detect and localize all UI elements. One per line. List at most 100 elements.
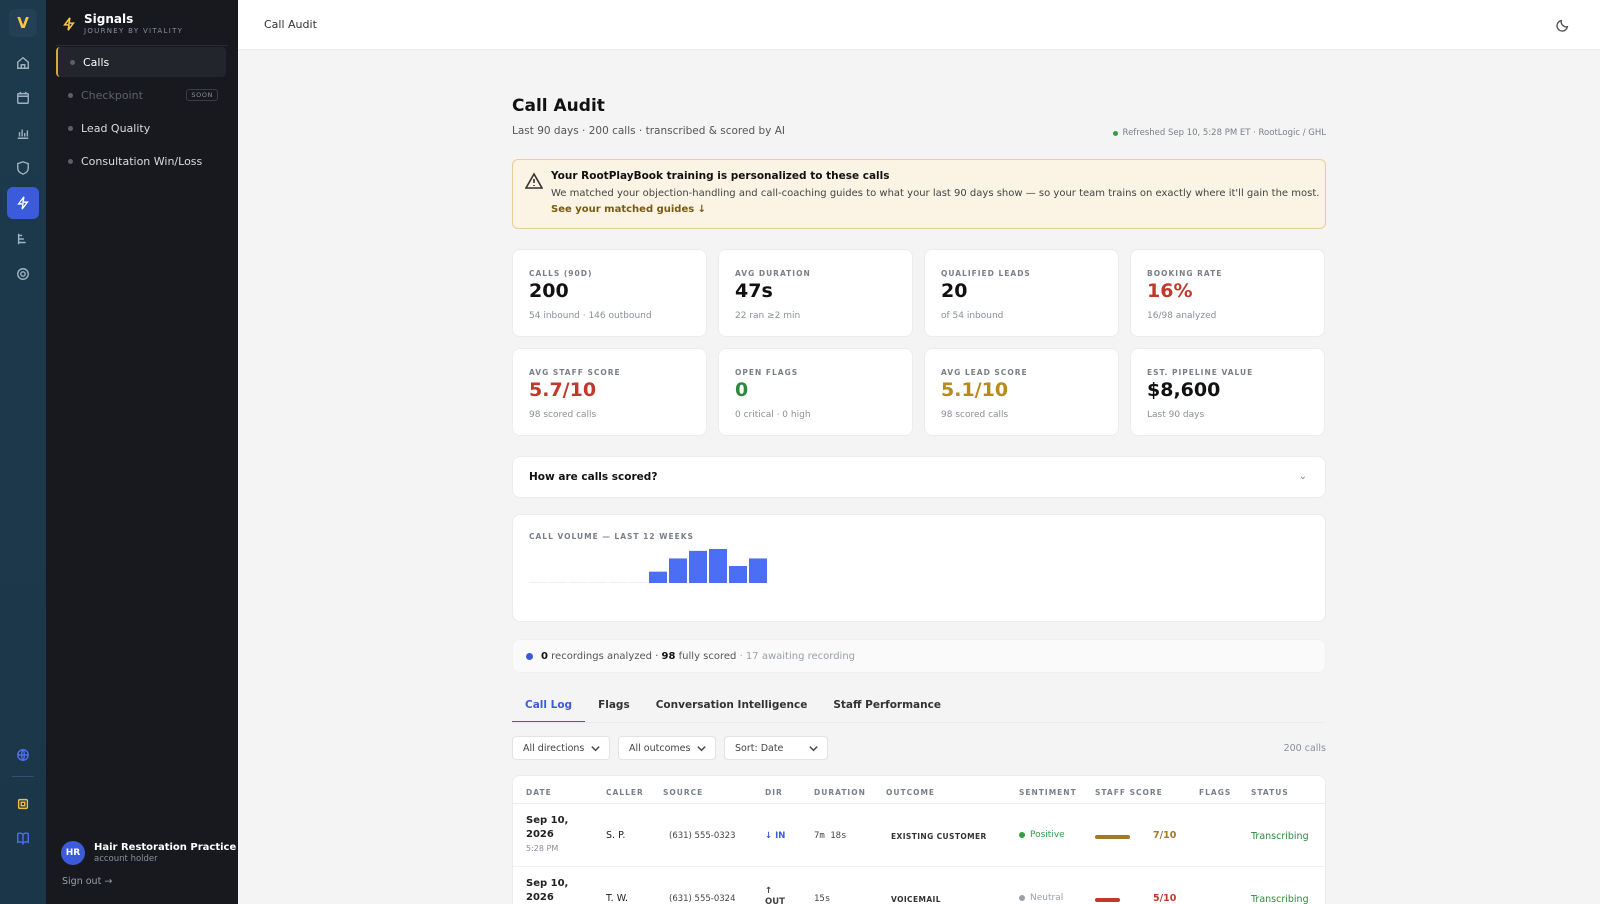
call-count: 200 calls — [1283, 743, 1326, 754]
col-source[interactable]: SOURCE — [663, 788, 704, 797]
kpi-value: $8,600 — [1147, 379, 1221, 401]
kpi-sub: 98 scored calls — [941, 410, 1009, 420]
status-dot-icon — [526, 652, 533, 660]
gear-icon[interactable] — [11, 262, 35, 286]
staff-score-value: 7/10 — [1153, 830, 1177, 841]
kpi-sub: 22 ran ≥2 min — [735, 311, 801, 321]
lightning-icon — [63, 17, 75, 31]
chart-bar-empty — [569, 582, 587, 583]
kpi-sub: of 54 inbound — [941, 311, 1004, 321]
chevron-down-icon: ⌄ — [1298, 471, 1307, 482]
account-block[interactable]: HR Hair Restoration Practice account hol… — [61, 841, 236, 865]
col-outcome[interactable]: OUTCOME — [886, 788, 936, 797]
brand-subtitle: JOURNEY BY VITALITY — [84, 27, 184, 35]
sentiment-label: Neutral — [1030, 893, 1064, 903]
chart-bar[interactable] — [669, 558, 687, 583]
chart-bar[interactable] — [709, 549, 727, 583]
tab-staff-performance[interactable]: Staff Performance — [833, 699, 941, 711]
chip-icon[interactable] — [11, 792, 35, 816]
bullet-icon — [68, 158, 73, 164]
col-staff-score[interactable]: STAFF SCORE — [1095, 788, 1163, 797]
list-icon[interactable] — [11, 227, 35, 251]
moon-icon[interactable] — [1556, 17, 1570, 32]
matched-guides-link[interactable]: See your matched guides ↓ — [551, 204, 707, 215]
brand-title: Signals — [84, 12, 134, 26]
calendar-icon[interactable] — [11, 86, 35, 110]
chart-bar[interactable] — [729, 566, 747, 583]
sidebar-divider — [56, 45, 228, 46]
sidebar: Signals JOURNEY BY VITALITY Calls Checkp… — [46, 0, 238, 904]
table-row[interactable]: Sep 10, 2026 T. W. (631) 555-0324 ↑ OUT 1… — [513, 868, 1325, 904]
sidebar-item-calls[interactable]: Calls — [56, 47, 226, 77]
col-caller[interactable]: CALLER — [606, 788, 644, 797]
col-dir[interactable]: DIR — [765, 788, 783, 797]
col-status[interactable]: STATUS — [1251, 788, 1289, 797]
sidebar-item-checkpoint[interactable]: Checkpoint SOON — [56, 80, 226, 110]
outcome-select[interactable]: All outcomes — [618, 736, 716, 760]
chart-bar[interactable] — [689, 550, 707, 583]
refresh-text: Refreshed Sep 10, 5:28 PM ET · RootLogic… — [1122, 128, 1326, 138]
kpi-sub: 16/98 analyzed — [1147, 311, 1217, 321]
chart-bar-empty — [629, 582, 647, 583]
kpi-card-booking-rate: BOOKING RATE 16% 16/98 analyzed — [1130, 249, 1325, 337]
scored-count: 98 — [661, 650, 676, 662]
col-duration[interactable]: DURATION — [814, 788, 866, 797]
bullet-icon — [70, 59, 75, 65]
direction-select[interactable]: All directions — [512, 736, 610, 760]
shield-icon[interactable] — [11, 156, 35, 180]
lightning-icon[interactable] — [7, 187, 39, 219]
home-icon[interactable] — [11, 51, 35, 75]
bullet-icon — [68, 92, 73, 98]
kpi-sub: 0 critical · 0 high — [735, 410, 811, 420]
sort-select[interactable]: Sort: Date — [724, 736, 828, 760]
tab-flags[interactable]: Flags — [598, 699, 630, 711]
duration-cell: 7m 18s — [814, 831, 847, 841]
book-icon[interactable] — [11, 826, 35, 850]
call-volume-chart: CALL VOLUME — LAST 12 WEEKS — [512, 514, 1326, 622]
sentiment-cell: Positive — [1019, 830, 1065, 840]
kpi-card-avg-duration: AVG DURATION 47s 22 ran ≥2 min — [718, 249, 913, 337]
accordion-question: How are calls scored? — [529, 471, 658, 483]
kpi-card-avg-lead-score: AVG LEAD SCORE 5.1/10 98 scored calls — [924, 348, 1119, 436]
bar-chart-icon[interactable] — [11, 121, 35, 145]
rail-divider — [12, 776, 34, 777]
source-cell[interactable]: (631) 555-0324 — [669, 894, 736, 904]
kpi-card-calls: CALLS (90D) 200 54 inbound · 146 outboun… — [512, 249, 707, 337]
account-name: Hair Restoration Practice — [94, 842, 237, 853]
col-flags[interactable]: FLAGS — [1199, 788, 1232, 797]
soon-badge: SOON — [186, 89, 218, 101]
tab-conversation-intelligence[interactable]: Conversation Intelligence — [655, 699, 808, 711]
col-date[interactable]: DATE — [526, 788, 552, 797]
date-cell: Sep 10, 2026 5:28 PM — [526, 814, 568, 856]
recordings-label: recordings analyzed · — [551, 650, 659, 662]
kpi-label: QUALIFIED LEADS — [941, 269, 1031, 278]
sign-out-link[interactable]: Sign out → — [62, 876, 113, 887]
kpi-label: AVG STAFF SCORE — [529, 368, 621, 377]
status-cell: Transcribing — [1251, 831, 1309, 842]
chart-bar[interactable] — [649, 571, 667, 583]
source-cell[interactable]: (631) 555-0323 — [669, 831, 736, 841]
kpi-sub: 54 inbound · 146 outbound — [529, 311, 652, 321]
kpi-label: OPEN FLAGS — [735, 368, 799, 377]
tab-call-log[interactable]: Call Log — [512, 697, 586, 723]
topbar-title: Call Audit — [264, 18, 317, 31]
table-row[interactable]: Sep 10, 2026 5:28 PM S. P. (631) 555-0323 … — [513, 805, 1325, 867]
chart-bar[interactable] — [749, 558, 767, 583]
date-year: 2026 — [526, 892, 554, 903]
select-value: All outcomes — [629, 742, 691, 754]
app-logo[interactable]: V — [9, 9, 37, 37]
outcome-badge: EXISTING CUSTOMER — [891, 832, 987, 841]
globe-icon[interactable] — [11, 743, 35, 767]
call-log-table: DATE CALLER SOURCE DIR DURATION OUTCOME … — [512, 775, 1326, 904]
chart-bar-empty — [589, 582, 607, 583]
chevron-down-icon — [809, 745, 818, 751]
scoring-accordion[interactable]: How are calls scored? ⌄ — [512, 456, 1326, 498]
sentiment-dot-icon — [1019, 895, 1025, 901]
col-sentiment[interactable]: SENTIMENT — [1019, 788, 1077, 797]
chevron-down-icon — [697, 745, 706, 751]
direction-cell: ↑ OUT — [765, 886, 785, 904]
kpi-value: 5.7/10 — [529, 379, 597, 401]
sidebar-item-lead-quality[interactable]: Lead Quality — [56, 113, 226, 143]
sidebar-item-consultation[interactable]: Consultation Win/Loss — [56, 146, 226, 176]
tab-divider — [512, 722, 1326, 723]
